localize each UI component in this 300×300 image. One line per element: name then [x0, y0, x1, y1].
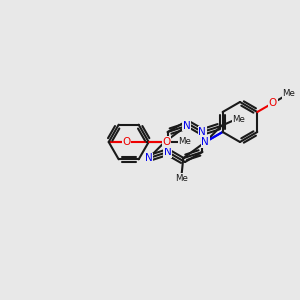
Text: Me: Me — [232, 115, 245, 124]
Text: Me: Me — [178, 137, 191, 146]
Text: N: N — [201, 137, 209, 147]
Text: Me: Me — [175, 174, 188, 183]
Text: N: N — [183, 121, 190, 131]
Text: N: N — [145, 153, 152, 163]
Text: N: N — [164, 147, 172, 157]
Text: O: O — [269, 98, 277, 108]
Text: N: N — [198, 127, 206, 137]
Text: O: O — [123, 137, 131, 147]
Text: Me: Me — [282, 89, 295, 98]
Text: O: O — [163, 137, 171, 147]
